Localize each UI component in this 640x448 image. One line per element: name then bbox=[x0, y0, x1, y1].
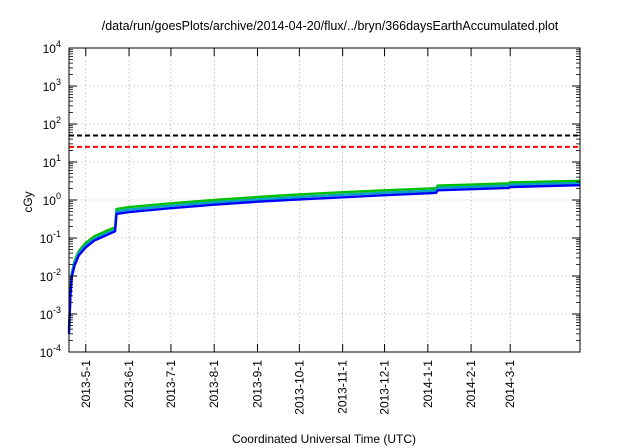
x-tick-label: 2013-6-1 bbox=[122, 360, 136, 408]
y-tick-label: 10-4 bbox=[40, 343, 61, 360]
y-axis-ticks: 10-4 10-3 10-2 10-1 100 101 102 103 104 bbox=[40, 39, 580, 360]
x-axis-ticks: 2013-5-1 2013-6-1 2013-7-1 2013-8-1 2013-9-1… bbox=[79, 48, 517, 415]
x-tick-label: 2014-3-1 bbox=[503, 360, 517, 408]
y-axis-label: cGy bbox=[21, 191, 35, 212]
y-tick-label: 102 bbox=[43, 115, 61, 132]
y-tick-label: 100 bbox=[43, 191, 61, 208]
x-tick-label: 2013-7-1 bbox=[164, 360, 178, 408]
grid bbox=[69, 48, 580, 352]
x-tick-label: 2013-9-1 bbox=[250, 360, 264, 408]
x-tick-label: 2013-5-1 bbox=[79, 360, 93, 408]
series-line bbox=[67, 179, 581, 330]
series-line bbox=[67, 184, 581, 334]
y-tick-label: 104 bbox=[43, 39, 61, 56]
reference-lines bbox=[69, 134, 580, 148]
y-tick-label: 10-2 bbox=[40, 267, 61, 284]
y-tick-label: 103 bbox=[43, 77, 61, 94]
x-tick-label: 2013-11-1 bbox=[336, 360, 350, 414]
x-tick-label: 2014-1-1 bbox=[421, 360, 435, 408]
x-axis-label: Coordinated Universal Time (UTC) bbox=[232, 432, 416, 446]
y-tick-label: 101 bbox=[43, 153, 61, 170]
x-tick-label: 2013-10-1 bbox=[292, 360, 306, 415]
series-group bbox=[67, 179, 581, 334]
x-tick-label: 2013-12-1 bbox=[378, 360, 392, 415]
x-tick-label: 2014-2-1 bbox=[464, 360, 478, 408]
chart-title: /data/run/goesPlots/archive/2014-04-20/f… bbox=[102, 19, 559, 33]
x-tick-label: 2013-8-1 bbox=[207, 360, 221, 408]
y-tick-label: 10-3 bbox=[40, 305, 61, 322]
y-tick-label: 10-1 bbox=[40, 229, 61, 246]
